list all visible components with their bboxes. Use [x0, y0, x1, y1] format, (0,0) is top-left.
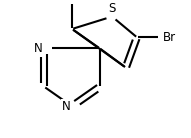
Text: N: N — [62, 100, 71, 113]
Text: Br: Br — [163, 31, 176, 44]
Text: N: N — [34, 42, 43, 55]
Text: S: S — [108, 2, 116, 15]
